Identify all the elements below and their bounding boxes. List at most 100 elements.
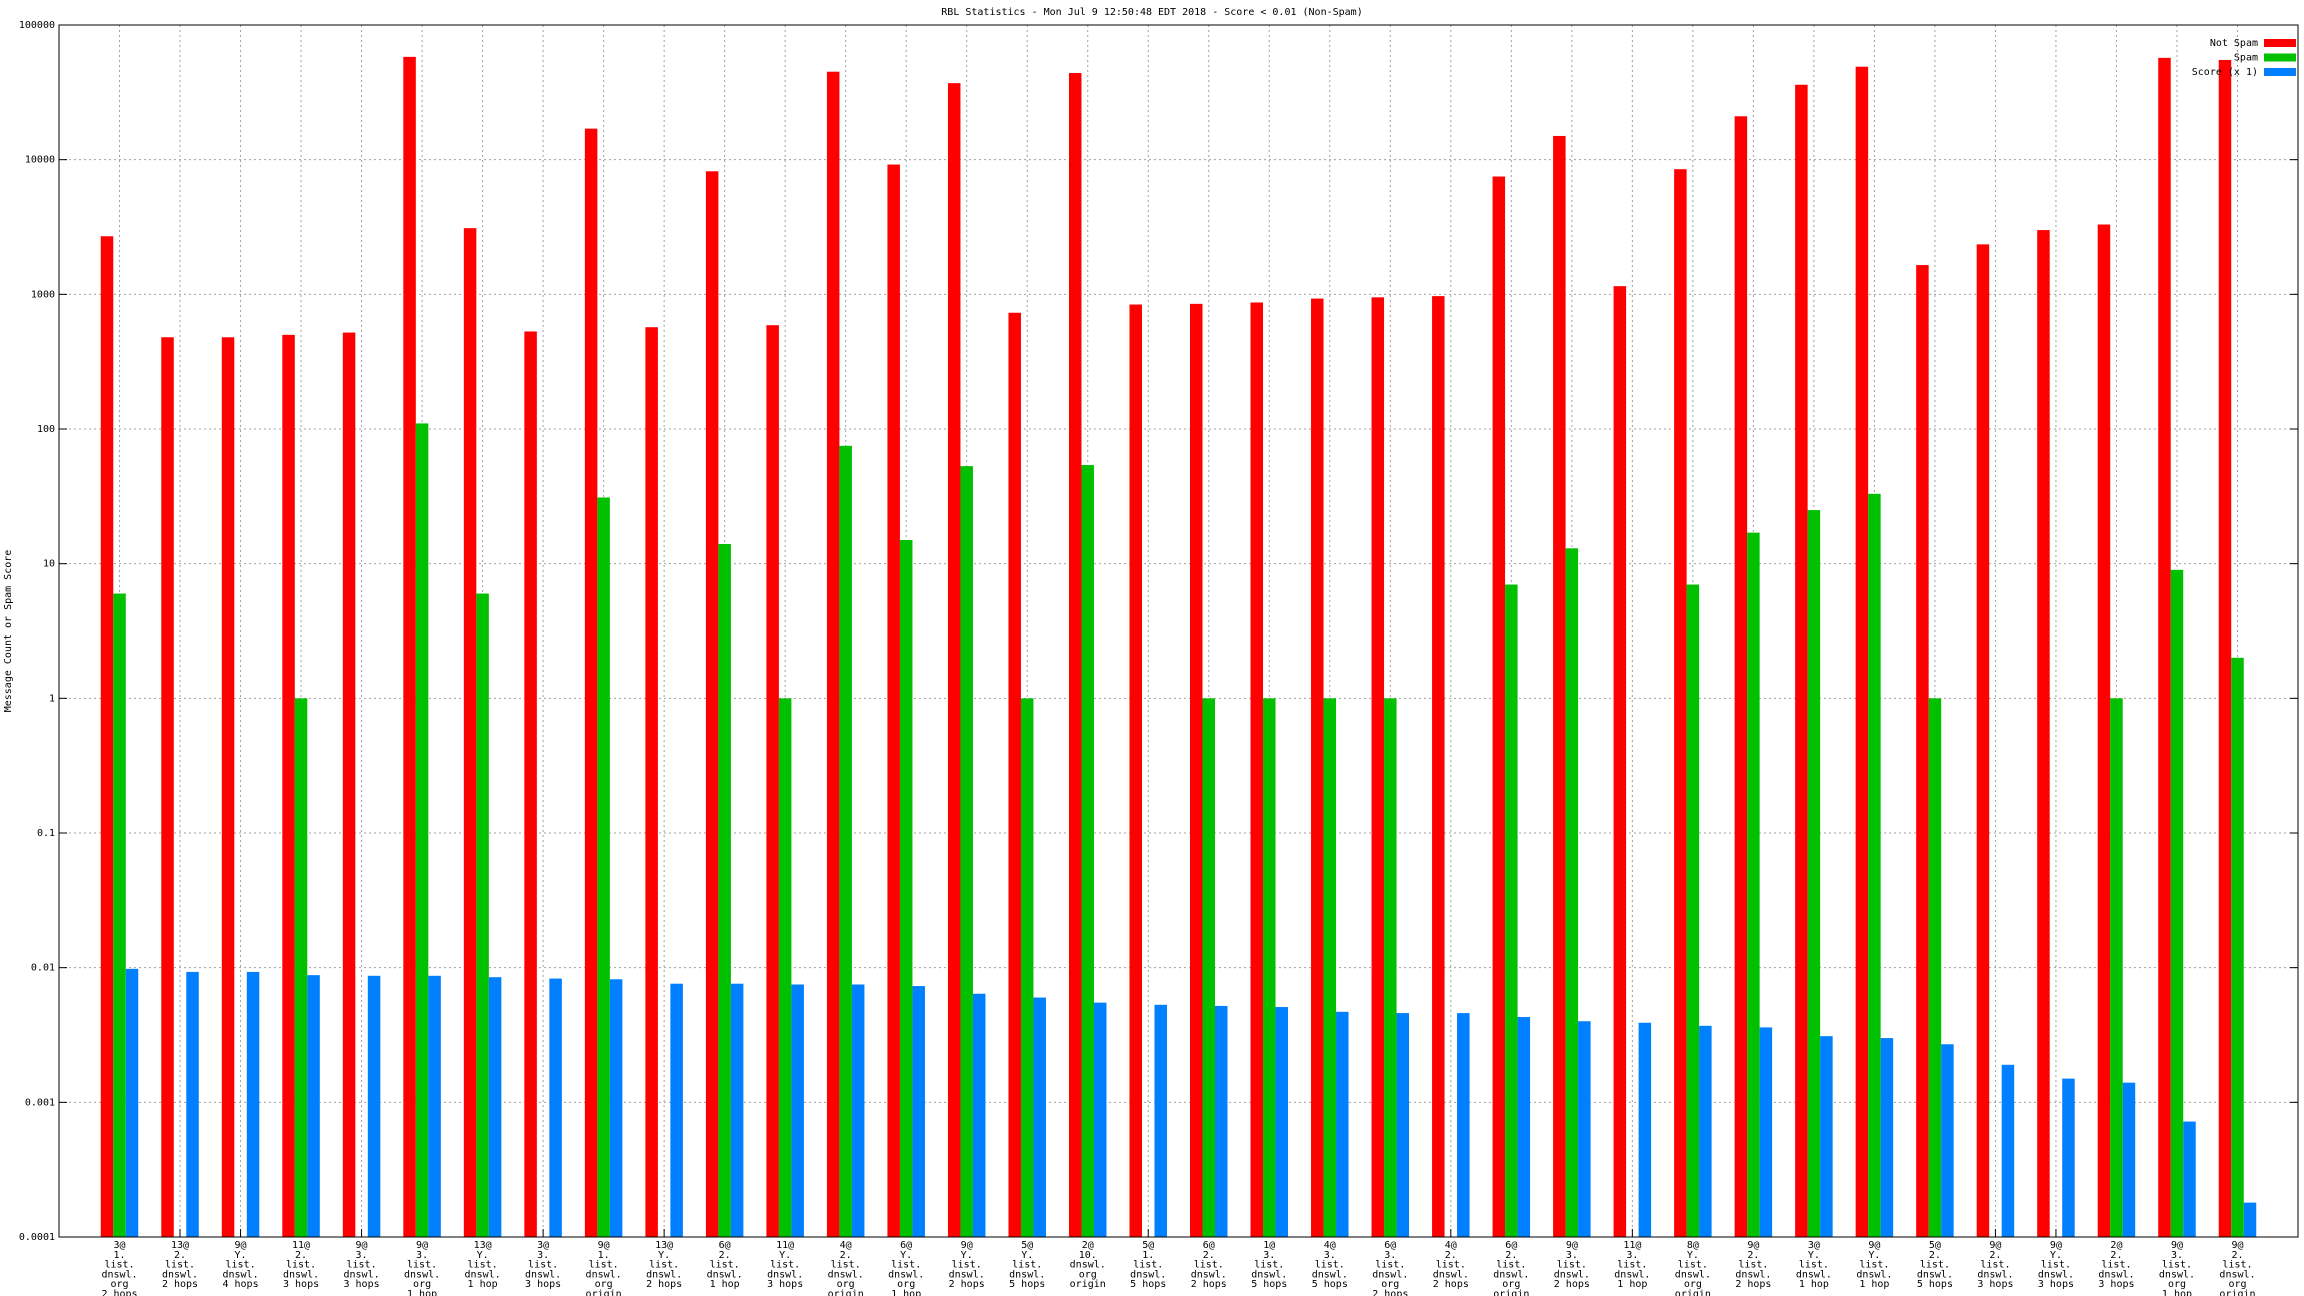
x-tick-label: 3 hops [1977,1279,2013,1290]
x-tick-label: 9@ [598,1240,610,1251]
x-tick-label: 2. [1989,1250,2001,1261]
x-tick-label: 5 hops [1130,1279,1166,1290]
x-tick-label: 3. [416,1250,428,1261]
bar [1976,244,1990,1237]
bar [1008,312,1021,1237]
bar [1371,297,1385,1237]
x-tick-label: dnswl. [1251,1269,1287,1280]
x-tick-label: 1 hop [1617,1279,1647,1290]
bar [1033,997,1046,1237]
x-tick-label: 3@ [113,1240,125,1251]
x-tick-label: origin [1675,1289,1711,1296]
x-tick-label: list. [165,1260,195,1271]
bar [1686,584,1700,1237]
bar [899,539,913,1237]
x-tick-label: 1 hop [2162,1289,2192,1296]
bar [972,993,986,1237]
bar [1820,1036,1833,1237]
x-tick-label: 2 hops [1433,1279,1469,1290]
x-tick-label: 5 hops [1917,1279,1953,1290]
bar [1336,1011,1349,1237]
x-tick-label: 2. [2110,1250,2122,1261]
bar [1517,1017,1531,1237]
x-tick-label: 5 hops [1312,1279,1348,1290]
x-tick-label: 4 hops [222,1279,258,1290]
x-tick-label: list. [225,1260,255,1271]
bar [2037,230,2050,1238]
bar [1263,698,1276,1237]
x-tick-label: 6@ [719,1240,731,1251]
bar [246,971,260,1237]
bar [1215,1005,1228,1237]
x-tick-label: 3@ [537,1240,549,1251]
x-tick-label: list. [1920,1260,1950,1271]
x-tick-label: dnswl. [828,1269,864,1280]
x-tick-label: origin [586,1289,622,1296]
x-tick-label: 13@ [171,1240,189,1251]
x-tick-label: org [2168,1279,2186,1290]
y-tick-label: 10 [43,559,55,570]
bar [1275,1007,1289,1237]
x-tick-label: 1 hop [407,1289,437,1296]
x-tick-label: list. [2041,1260,2071,1271]
x-tick-label: list. [1436,1260,1466,1271]
x-tick-label: 9@ [235,1240,247,1251]
x-tick-label: 3. [537,1250,549,1261]
x-tick-label: 6@ [900,1240,912,1251]
x-tick-label: 2@ [2110,1240,2122,1251]
bar [2170,569,2184,1237]
x-tick-label: org [1684,1279,1702,1290]
x-tick-label: dnswl. [586,1269,622,1280]
x-tick-label: 1 hop [1859,1279,1889,1290]
x-tick-label: list. [952,1260,982,1271]
x-tick-label: 13@ [474,1240,492,1251]
x-tick-label: 1. [598,1250,610,1261]
bar [2183,1121,2196,1237]
x-tick-label: 9@ [416,1240,428,1251]
bar [730,983,744,1237]
x-tick-label: list. [347,1260,377,1271]
x-tick-label: 2. [840,1250,852,1261]
bar [113,593,126,1237]
x-tick-label: 3. [1626,1250,1638,1261]
bar [609,979,623,1237]
legend-label: Spam [2234,53,2258,64]
x-tick-label: 4@ [1324,1240,1336,1251]
bar [2062,1078,2075,1237]
x-tick-label: 5@ [1021,1240,1033,1251]
legend-swatch [2264,68,2296,76]
x-tick-label: 2. [2231,1250,2243,1261]
x-tick-label: list. [1315,1260,1345,1271]
x-tick-label: list. [1859,1260,1889,1271]
x-tick-label: list. [1496,1260,1526,1271]
bar [1578,1021,1591,1237]
bar [1432,296,1445,1237]
x-tick-label: 3 hops [767,1279,803,1290]
x-tick-label: dnswl. [404,1269,440,1280]
bar [1807,510,1821,1238]
x-tick-label: Y. [961,1250,973,1261]
x-tick-label: 2@ [1082,1240,1094,1251]
x-tick-label: list. [407,1260,437,1271]
x-tick-label: list. [710,1260,740,1271]
x-tick-label: 9@ [356,1240,368,1251]
x-tick-label: 1. [113,1250,125,1261]
bar [826,71,840,1238]
bar [670,983,683,1237]
bar [1795,84,1808,1238]
x-tick-label: dnswl. [101,1269,137,1280]
x-tick-label: dnswl. [646,1269,682,1280]
x-tick-label: list. [831,1260,861,1271]
y-axis-label: Message Count or Spam Score [3,550,14,713]
bar [488,977,502,1237]
x-tick-label: dnswl. [1917,1269,1953,1280]
x-tick-label: list. [1557,1260,1587,1271]
x-tick-label: 4@ [840,1240,852,1251]
x-tick-label: dnswl. [707,1269,743,1280]
x-tick-label: 6@ [1203,1240,1215,1251]
x-tick-label: 5 hops [1251,1279,1287,1290]
x-tick-label: 3. [1263,1250,1275,1261]
bar [778,698,792,1237]
bar [1190,303,1203,1237]
